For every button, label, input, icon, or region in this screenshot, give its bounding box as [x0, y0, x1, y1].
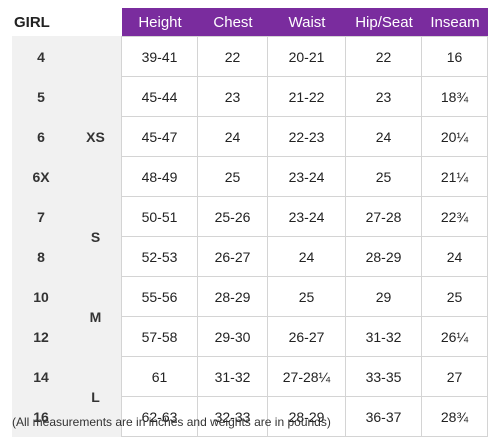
table-row: 12 57-58 29-30 26-27 31-32 26¼: [12, 317, 488, 357]
size-group-label: XS: [70, 77, 122, 197]
size-chart: GIRL Height Chest Waist Hip/Seat Inseam …: [12, 8, 488, 437]
height-cell: 62-63: [122, 397, 198, 437]
size-cell: 16: [12, 397, 70, 437]
table-row: 14 L 61 31-32 27-28¼ 33-35 27: [12, 357, 488, 437]
waist-cell: 27-28¼: [268, 357, 346, 397]
size-cell: 4: [12, 36, 70, 77]
size-cell: 6X: [12, 157, 70, 197]
hip-seat-cell: 27-28: [346, 197, 422, 237]
height-cell: 45-44: [122, 77, 198, 117]
table-row: 10 M 55-56 28-29 25 29 25: [12, 277, 488, 357]
chest-cell: 25: [198, 157, 268, 197]
header-hip-seat: Hip/Seat: [346, 8, 422, 36]
inseam-cell: 18¾: [422, 77, 488, 117]
chest-cell: 22: [198, 36, 268, 77]
height-cell: 57-58: [122, 317, 198, 357]
hip-seat-cell: 23: [346, 77, 422, 117]
header-row: GIRL Height Chest Waist Hip/Seat Inseam: [12, 8, 488, 36]
chest-cell: 24: [198, 117, 268, 157]
size-group-label: S: [70, 197, 122, 277]
header-waist: Waist: [268, 8, 346, 36]
table-row: 6X 48-49 25 23-24 25 21¼: [12, 157, 488, 197]
inseam-cell: 24: [422, 237, 488, 277]
hip-seat-cell: 29: [346, 277, 422, 317]
size-group-label: [70, 36, 122, 77]
height-cell: 61: [122, 357, 198, 397]
inseam-cell: 28¾: [422, 397, 488, 437]
chest-cell: 29-30: [198, 317, 268, 357]
chest-cell: 23: [198, 77, 268, 117]
size-group-label: M: [70, 277, 122, 357]
size-cell: 10: [12, 277, 70, 317]
table-row: 16 62-63 32-33 28-29 36-37 28¾: [12, 397, 488, 437]
header-chest: Chest: [198, 8, 268, 36]
table-row: 8 52-53 26-27 24 28-29 24: [12, 237, 488, 277]
waist-cell: 28-29: [268, 397, 346, 437]
height-cell: 52-53: [122, 237, 198, 277]
height-cell: 50-51: [122, 197, 198, 237]
header-height: Height: [122, 8, 198, 36]
hip-seat-cell: 31-32: [346, 317, 422, 357]
chest-cell: 28-29: [198, 277, 268, 317]
size-table: GIRL Height Chest Waist Hip/Seat Inseam …: [12, 8, 488, 437]
height-cell: 48-49: [122, 157, 198, 197]
size-cell: 5: [12, 77, 70, 117]
waist-cell: 25: [268, 277, 346, 317]
chest-cell: 31-32: [198, 357, 268, 397]
height-cell: 55-56: [122, 277, 198, 317]
table-row: 4 39-41 22 20-21 22 16: [12, 36, 488, 77]
header-inseam: Inseam: [422, 8, 488, 36]
inseam-cell: 21¼: [422, 157, 488, 197]
inseam-cell: 22¾: [422, 197, 488, 237]
hip-seat-cell: 22: [346, 36, 422, 77]
hip-seat-cell: 25: [346, 157, 422, 197]
height-cell: 45-47: [122, 117, 198, 157]
inseam-cell: 25: [422, 277, 488, 317]
waist-cell: 24: [268, 237, 346, 277]
chest-cell: 32-33: [198, 397, 268, 437]
height-cell: 39-41: [122, 36, 198, 77]
hip-seat-cell: 28-29: [346, 237, 422, 277]
size-cell: 6: [12, 117, 70, 157]
table-row: 7 S 50-51 25-26 23-24 27-28 22¾: [12, 197, 488, 277]
waist-cell: 23-24: [268, 197, 346, 237]
chest-cell: 25-26: [198, 197, 268, 237]
size-cell: 12: [12, 317, 70, 357]
table-row: 6 45-47 24 22-23 24 20¼: [12, 117, 488, 157]
chest-cell: 26-27: [198, 237, 268, 277]
size-cell: 8: [12, 237, 70, 277]
waist-cell: 26-27: [268, 317, 346, 357]
footnote: (All measurements are in inches and weig…: [12, 415, 331, 429]
inseam-cell: 27: [422, 357, 488, 397]
inseam-cell: 26¼: [422, 317, 488, 357]
hip-seat-cell: 33-35: [346, 357, 422, 397]
table-row: 5 XS 45-44 23 21-22 23 18¾: [12, 77, 488, 197]
inseam-cell: 16: [422, 36, 488, 77]
waist-cell: 22-23: [268, 117, 346, 157]
size-cell: 7: [12, 197, 70, 237]
waist-cell: 20-21: [268, 36, 346, 77]
waist-cell: 23-24: [268, 157, 346, 197]
waist-cell: 21-22: [268, 77, 346, 117]
size-group-label: L: [70, 357, 122, 437]
table-title: GIRL: [12, 8, 122, 36]
hip-seat-cell: 36-37: [346, 397, 422, 437]
table-body: 4 39-41 22 20-21 22 16 5 XS 45-44 23 21-22 23 18¾ 6 45…: [12, 36, 488, 437]
inseam-cell: 20¼: [422, 117, 488, 157]
size-cell: 14: [12, 357, 70, 397]
hip-seat-cell: 24: [346, 117, 422, 157]
